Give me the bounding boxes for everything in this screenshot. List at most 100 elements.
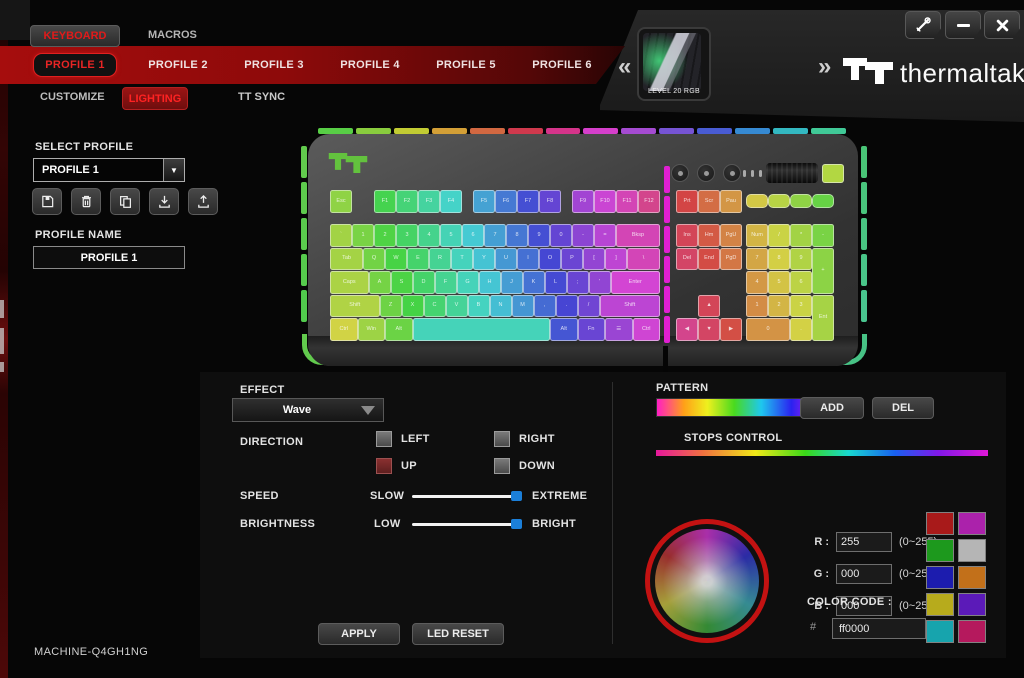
key-k[interactable]: K xyxy=(522,271,545,294)
key-esc[interactable]: Esc xyxy=(330,190,352,213)
key-q[interactable]: Q xyxy=(363,247,385,270)
key-f[interactable]: F xyxy=(434,271,457,294)
apply-button[interactable]: APPLY xyxy=(318,623,400,645)
led-reset-button[interactable]: LED RESET xyxy=(412,623,504,645)
key--[interactable]: / xyxy=(768,224,791,247)
key--[interactable]: . xyxy=(555,294,578,317)
key--[interactable]: ; xyxy=(566,271,589,294)
color-swatch-5[interactable] xyxy=(926,566,954,589)
key-a[interactable]: A xyxy=(368,271,391,294)
key--[interactable]: ] xyxy=(605,247,627,270)
key-t[interactable]: T xyxy=(451,247,473,270)
key-8[interactable]: 8 xyxy=(506,224,528,247)
key--[interactable]: - xyxy=(812,224,835,247)
key-6[interactable]: 6 xyxy=(462,224,484,247)
rgb-input-g[interactable] xyxy=(836,564,892,584)
profile-tab-6[interactable]: PROFILE 6 xyxy=(532,59,592,71)
media-button-3[interactable] xyxy=(723,164,741,182)
tab-customize[interactable]: CUSTOMIZE xyxy=(40,91,105,103)
key-h[interactable]: H xyxy=(478,271,501,294)
stops-control-bar[interactable] xyxy=(656,450,988,456)
profile-tab-2[interactable]: PROFILE 2 xyxy=(148,59,208,71)
key-pgd[interactable]: PgD xyxy=(720,247,743,270)
direction-checkbox-right[interactable] xyxy=(494,431,510,447)
key-f12[interactable]: F12 xyxy=(638,190,660,213)
key-blank[interactable] xyxy=(412,318,550,341)
tab-macros[interactable]: MACROS xyxy=(148,29,197,41)
key-1[interactable]: 1 xyxy=(746,294,769,317)
key-j[interactable]: J xyxy=(500,271,523,294)
key-x[interactable]: X xyxy=(401,294,424,317)
key-n[interactable]: N xyxy=(489,294,512,317)
profile-tab-5[interactable]: PROFILE 5 xyxy=(436,59,496,71)
key-pau[interactable]: Pau xyxy=(720,190,743,213)
effect-dropdown[interactable]: Wave xyxy=(232,398,384,422)
tab-keyboard[interactable]: KEYBOARD xyxy=(30,25,120,47)
key-c[interactable]: C xyxy=(423,294,446,317)
key-y[interactable]: Y xyxy=(473,247,495,270)
speed-slider-handle[interactable] xyxy=(510,491,522,501)
color-code-field[interactable]: ff0000 xyxy=(832,618,926,639)
key-f7[interactable]: F7 xyxy=(517,190,539,213)
key--[interactable]: - xyxy=(572,224,594,247)
key-u[interactable]: U xyxy=(495,247,517,270)
key-fn[interactable]: Fn xyxy=(577,318,605,341)
key--[interactable]: ' xyxy=(588,271,611,294)
key-g[interactable]: G xyxy=(456,271,479,294)
key-4[interactable]: 4 xyxy=(746,271,769,294)
key-hm[interactable]: Hm xyxy=(698,224,721,247)
color-swatch-9[interactable] xyxy=(926,620,954,643)
brightness-slider[interactable] xyxy=(412,519,522,529)
key-0[interactable]: 0 xyxy=(746,318,791,341)
key-f4[interactable]: F4 xyxy=(440,190,462,213)
key--[interactable]: = xyxy=(594,224,616,247)
minimize-button[interactable] xyxy=(945,11,981,39)
color-swatch-3[interactable] xyxy=(926,539,954,562)
settings-button[interactable] xyxy=(905,11,941,39)
profile-select-dropdown[interactable]: PROFILE 1 ▼ xyxy=(33,158,185,182)
key-o[interactable]: O xyxy=(539,247,561,270)
media-button-2[interactable] xyxy=(697,164,715,182)
direction-checkbox-up[interactable] xyxy=(376,458,392,474)
key-caps[interactable]: Caps xyxy=(330,271,369,294)
key-f8[interactable]: F8 xyxy=(539,190,561,213)
key-f1[interactable]: F1 xyxy=(374,190,396,213)
add-pattern-button[interactable]: ADD xyxy=(800,397,864,419)
key--[interactable]: + xyxy=(812,247,835,294)
carousel-prev-button[interactable]: « xyxy=(618,53,632,80)
key-del[interactable]: Del xyxy=(676,247,699,270)
key-7[interactable]: 7 xyxy=(484,224,506,247)
key-ent[interactable]: Ent xyxy=(812,294,835,341)
key-scr[interactable]: Scr xyxy=(698,190,721,213)
color-swatch-4[interactable] xyxy=(958,539,986,562)
key-blank[interactable] xyxy=(768,194,791,208)
key-7[interactable]: 7 xyxy=(746,247,769,270)
key-d[interactable]: D xyxy=(412,271,435,294)
save-profile-button[interactable] xyxy=(32,188,62,215)
key-ctrl[interactable]: Ctrl xyxy=(330,318,358,341)
key-2[interactable]: 2 xyxy=(768,294,791,317)
profile-tab-3[interactable]: PROFILE 3 xyxy=(244,59,304,71)
key--[interactable]: * xyxy=(790,224,813,247)
key-w[interactable]: W xyxy=(385,247,407,270)
color-swatch-7[interactable] xyxy=(926,593,954,616)
key-e[interactable]: E xyxy=(407,247,429,270)
device-thumbnail[interactable]: LEVEL 20 RGB xyxy=(637,27,711,101)
key-3[interactable]: 3 xyxy=(396,224,418,247)
delete-pattern-button[interactable]: DEL xyxy=(872,397,934,419)
tab-lighting[interactable]: LIGHTING xyxy=(122,87,188,110)
key-l[interactable]: L xyxy=(544,271,567,294)
key--[interactable]: . xyxy=(790,318,813,341)
color-swatch-6[interactable] xyxy=(958,566,986,589)
color-wheel-gradient[interactable] xyxy=(655,529,759,633)
rgb-input-b[interactable] xyxy=(836,596,892,616)
key-2[interactable]: 2 xyxy=(374,224,396,247)
key-f3[interactable]: F3 xyxy=(418,190,440,213)
key--[interactable]: ` xyxy=(330,224,352,247)
color-swatch-1[interactable] xyxy=(926,512,954,535)
key-9[interactable]: 9 xyxy=(790,247,813,270)
key-f11[interactable]: F11 xyxy=(616,190,638,213)
key--[interactable]: ▼ xyxy=(698,318,721,341)
tab-tt-sync[interactable]: TT SYNC xyxy=(238,91,286,103)
key-f6[interactable]: F6 xyxy=(495,190,517,213)
